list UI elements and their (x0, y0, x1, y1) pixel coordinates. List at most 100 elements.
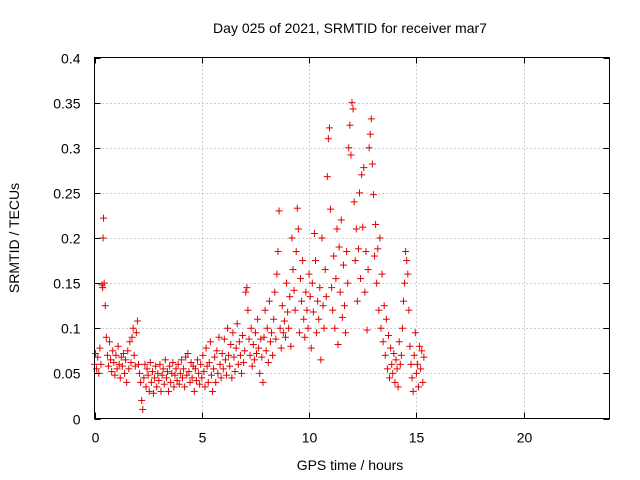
data-point (273, 270, 281, 278)
data-point (342, 329, 350, 337)
data-point (166, 362, 174, 370)
data-point (345, 144, 353, 152)
data-point (94, 353, 102, 361)
data-point (268, 329, 276, 337)
data-point (247, 324, 255, 332)
data-point (182, 353, 190, 361)
data-point (263, 324, 271, 332)
data-point (256, 369, 264, 377)
chart-title: Day 025 of 2021, SRMTID for receiver mar… (213, 20, 487, 36)
data-point (115, 360, 123, 368)
data-point (323, 173, 331, 181)
data-point (275, 207, 283, 215)
data-point (116, 374, 124, 382)
data-point (283, 279, 291, 287)
data-point (257, 335, 265, 343)
data-point (356, 189, 364, 197)
data-point (211, 353, 219, 361)
data-point (400, 297, 407, 305)
data-point (241, 347, 249, 355)
data-point (196, 380, 204, 388)
data-point (99, 234, 107, 242)
data-point (330, 252, 338, 260)
data-point (394, 383, 402, 391)
data-point (410, 351, 418, 359)
data-point (313, 329, 321, 337)
data-point (127, 359, 135, 367)
data-point (117, 353, 125, 361)
data-point (206, 338, 214, 346)
data-point (229, 329, 237, 337)
data-point (402, 248, 410, 256)
data-point (286, 293, 294, 301)
data-point (409, 387, 417, 395)
data-point (190, 387, 198, 395)
data-point (365, 144, 373, 152)
data-point (202, 344, 210, 352)
data-point (261, 306, 269, 314)
data-point (129, 324, 137, 332)
data-point (321, 266, 329, 274)
data-point (132, 329, 140, 337)
data-point (205, 359, 213, 367)
data-point (104, 362, 112, 370)
x-tick-label: 10 (302, 430, 318, 446)
data-point (270, 315, 278, 323)
data-point (404, 270, 412, 278)
data-point (334, 340, 342, 348)
data-point (352, 225, 360, 233)
data-point (297, 275, 304, 283)
data-point (236, 351, 244, 359)
data-point (258, 353, 266, 361)
data-point (185, 368, 193, 376)
data-point (184, 350, 192, 358)
data-point (125, 365, 133, 373)
data-point (217, 374, 225, 382)
data-point (340, 302, 348, 310)
data-points (91, 99, 428, 413)
data-point (374, 245, 382, 253)
data-point (180, 365, 188, 373)
data-point (383, 365, 391, 373)
data-point (214, 369, 222, 377)
data-point (347, 151, 355, 159)
data-point (110, 359, 118, 367)
data-point (372, 220, 380, 228)
data-point (165, 387, 173, 395)
data-point (171, 371, 179, 379)
data-point (203, 362, 211, 370)
data-point (291, 306, 299, 314)
data-point (387, 344, 395, 352)
y-tick-label: 0.25 (53, 186, 80, 202)
data-point (295, 329, 303, 337)
data-point (259, 378, 267, 386)
data-point (320, 324, 328, 332)
data-point (162, 374, 170, 382)
data-point (96, 344, 104, 352)
data-point (281, 333, 289, 341)
data-point (160, 380, 168, 388)
data-point (386, 374, 394, 382)
data-point (299, 257, 307, 265)
data-point (420, 353, 428, 361)
data-point (225, 351, 233, 359)
data-point (251, 329, 259, 337)
data-point (351, 257, 359, 265)
x-tick-label: 15 (409, 430, 425, 446)
y-tick-label: 0.3 (61, 141, 81, 157)
data-point (147, 378, 155, 386)
data-point (308, 279, 316, 287)
data-point (119, 350, 127, 358)
data-point (237, 369, 245, 377)
data-point (227, 340, 235, 348)
data-point (204, 378, 212, 386)
data-point (408, 374, 416, 382)
data-point (377, 324, 385, 332)
data-point (344, 279, 352, 287)
data-point (367, 115, 375, 123)
data-point (109, 347, 117, 355)
data-point (337, 216, 345, 224)
data-point (188, 374, 196, 382)
data-point (176, 369, 184, 377)
